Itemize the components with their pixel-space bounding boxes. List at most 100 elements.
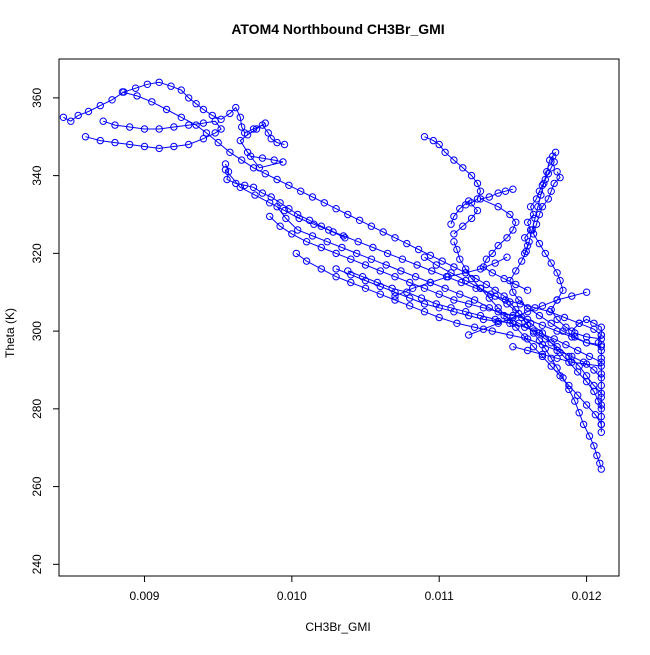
data-point — [571, 397, 579, 405]
data-point — [261, 170, 269, 178]
data-point — [338, 243, 346, 252]
data-point — [532, 220, 541, 228]
data-point — [476, 265, 485, 273]
data-point — [509, 343, 517, 351]
data-point — [84, 107, 93, 116]
data-point — [426, 278, 435, 287]
data-point — [582, 372, 591, 380]
data-point — [537, 191, 545, 199]
data-point — [582, 315, 591, 324]
data-point — [494, 189, 502, 197]
data-point — [465, 331, 473, 339]
data-point — [575, 319, 583, 327]
data-point — [292, 249, 300, 258]
data-point — [494, 203, 502, 211]
data-point — [574, 368, 582, 376]
data-point — [538, 350, 547, 359]
data-point — [111, 138, 119, 147]
plot-layer — [59, 78, 605, 473]
series-line — [453, 241, 602, 425]
data-point — [420, 133, 429, 141]
data-point — [582, 333, 591, 341]
data-point — [341, 234, 349, 242]
data-point — [590, 442, 598, 450]
data-point — [534, 203, 542, 211]
series-line — [424, 256, 602, 409]
data-point — [547, 164, 555, 172]
data-point — [547, 306, 555, 314]
data-point — [456, 290, 464, 298]
data-point — [553, 354, 561, 362]
data-point — [509, 288, 517, 296]
data-point — [473, 195, 482, 203]
data-point — [323, 238, 331, 246]
series-line — [532, 171, 602, 340]
data-point — [597, 401, 605, 409]
data-point — [264, 129, 272, 137]
data-point — [568, 327, 576, 335]
data-point — [450, 238, 458, 246]
data-point — [294, 210, 302, 219]
data-point — [467, 274, 476, 283]
data-point — [547, 259, 555, 267]
y-tick-label: 340 — [30, 165, 44, 185]
data-point — [503, 300, 511, 308]
data-point — [532, 195, 541, 203]
data-point — [251, 191, 259, 199]
data-point — [512, 280, 520, 289]
data-point — [420, 308, 429, 316]
data-point — [355, 216, 364, 225]
data-point — [550, 179, 558, 188]
data-point — [582, 377, 591, 386]
data-point — [429, 136, 437, 145]
data-point — [544, 195, 552, 203]
data-point — [521, 249, 529, 258]
data-point — [81, 133, 90, 141]
series-line — [571, 318, 602, 433]
series-line — [424, 136, 482, 206]
data-point — [353, 249, 361, 258]
data-point — [270, 156, 278, 164]
data-point — [494, 241, 502, 250]
data-point — [523, 218, 532, 227]
x-tick-label: 0.012 — [572, 589, 602, 603]
data-point — [344, 210, 352, 219]
data-point — [252, 125, 261, 133]
data-point — [185, 121, 193, 129]
data-point — [302, 257, 311, 265]
data-point — [450, 263, 458, 271]
data-point — [280, 206, 289, 215]
data-point — [597, 428, 605, 436]
data-point — [96, 136, 105, 145]
series-line — [478, 188, 528, 291]
data-point — [473, 179, 482, 188]
data-point — [547, 354, 555, 362]
data-point — [529, 230, 538, 238]
data-point — [585, 432, 594, 440]
data-point — [332, 205, 340, 213]
data-point — [217, 125, 225, 133]
data-point — [288, 230, 296, 238]
data-point — [541, 175, 549, 184]
y-tick-label: 360 — [30, 88, 44, 108]
data-point — [476, 187, 485, 195]
data-point — [376, 267, 384, 275]
data-point — [308, 232, 317, 240]
data-point — [403, 239, 411, 248]
data-point — [491, 259, 499, 267]
data-point — [167, 82, 175, 90]
series-line — [335, 268, 513, 324]
data-point — [547, 319, 555, 327]
data-point — [111, 121, 119, 129]
data-point — [199, 135, 208, 143]
data-point — [521, 234, 529, 242]
data-point — [162, 105, 171, 114]
data-point — [192, 121, 200, 129]
data-point — [208, 111, 217, 120]
data-point — [459, 222, 467, 230]
data-point — [535, 239, 544, 248]
data-point — [308, 193, 317, 201]
data-point — [413, 261, 421, 269]
data-point — [547, 339, 555, 347]
